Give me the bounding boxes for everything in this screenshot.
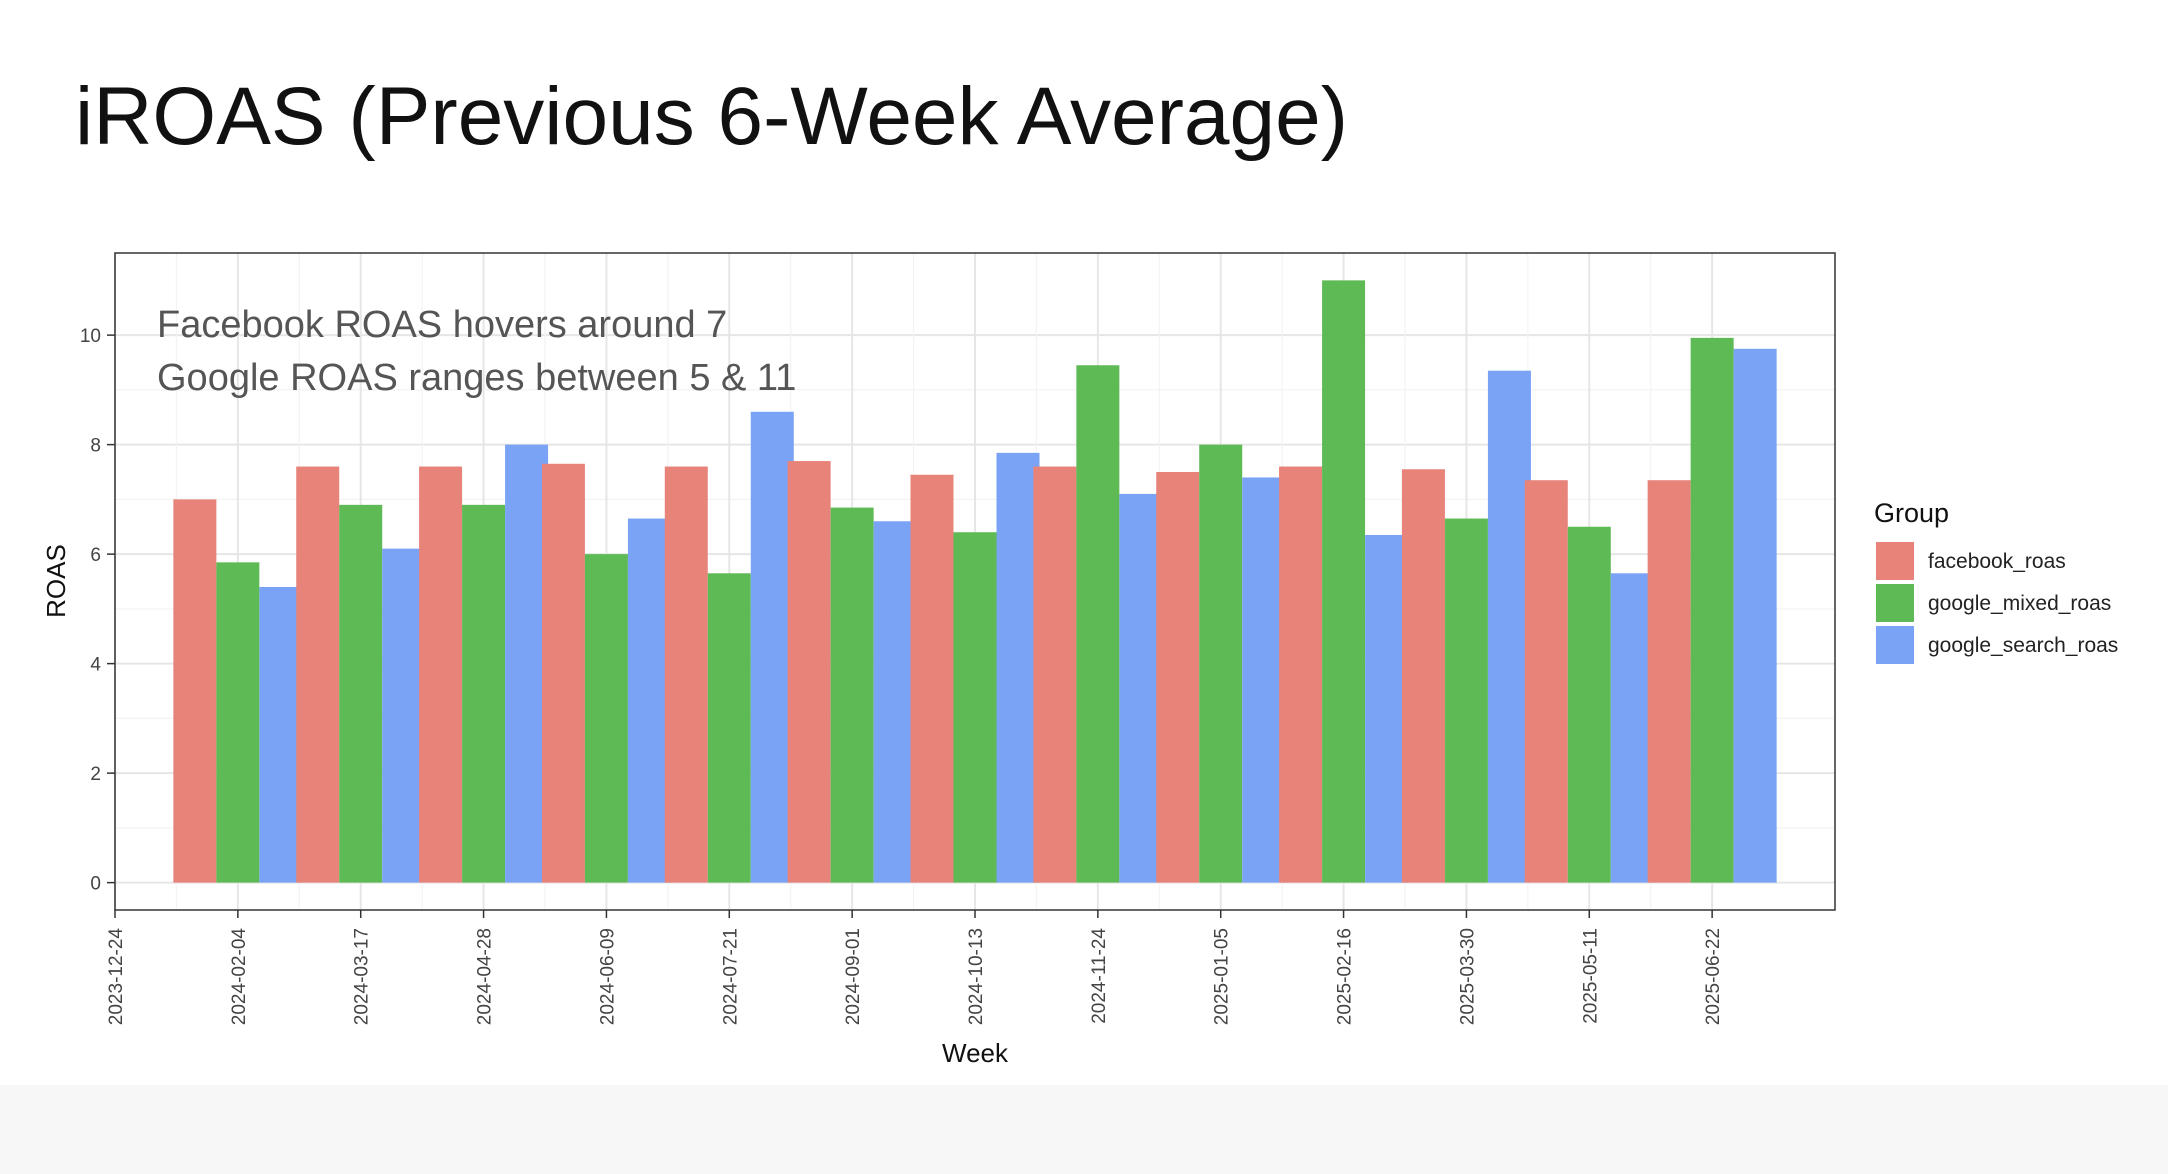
bar-google_mixed_roas: [1567, 526, 1611, 883]
bar-google_mixed_roas: [1199, 444, 1243, 883]
legend-title: Group: [1874, 498, 1949, 528]
bars: [173, 280, 1777, 883]
y-tick-label: 8: [90, 436, 101, 457]
x-tick-label: 2025-06-22: [1703, 928, 1724, 1025]
bar-facebook_roas: [296, 466, 340, 883]
annotation-line-1: Facebook ROAS hovers around 7: [157, 304, 727, 346]
bar-google_mixed_roas: [1322, 280, 1366, 883]
bar-google_mixed_roas: [1076, 365, 1120, 883]
x-axis-title: Week: [942, 1038, 1009, 1068]
annotation-line-2: Google ROAS ranges between 5 & 11: [157, 357, 796, 399]
legend-key-google_search_roas: [1876, 626, 1914, 664]
bar-google_search_roas: [1365, 534, 1409, 883]
bar-google_mixed_roas: [707, 573, 751, 883]
x-tick-label: 2025-01-05: [1212, 928, 1233, 1025]
bar-google_search_roas: [1119, 493, 1163, 883]
bar-google_search_roas: [1487, 370, 1531, 883]
bar-google_mixed_roas: [462, 504, 506, 883]
bar-google_search_roas: [750, 411, 794, 883]
legend-label: facebook_roas: [1928, 550, 2066, 573]
x-tick-label: 2024-02-04: [229, 928, 250, 1026]
bar-google_search_roas: [1242, 477, 1286, 883]
slide-bottom-band: [0, 1085, 2168, 1174]
y-tick-label: 0: [90, 874, 101, 895]
bar-facebook_roas: [1647, 480, 1691, 883]
x-tick-label: 2024-11-24: [1089, 928, 1110, 1024]
legend-label: google_mixed_roas: [1928, 592, 2111, 615]
y-tick-label: 10: [80, 326, 101, 347]
x-tick-label: 2024-07-21: [720, 928, 741, 1025]
y-axis: 0 2 4 6 8 10: [80, 326, 115, 895]
bar-facebook_roas: [173, 499, 217, 883]
x-axis: 2023-12-24 2024-02-04 2024-03-17 2024-04-28…: [106, 910, 1724, 1025]
bar-google_mixed_roas: [1444, 518, 1488, 883]
x-tick-label: 2024-04-28: [475, 928, 496, 1025]
x-tick-label: 2025-05-11: [1580, 928, 1601, 1024]
bar-facebook_roas: [1524, 480, 1568, 883]
bar-facebook_roas: [664, 466, 708, 883]
bar-google_mixed_roas: [584, 554, 628, 883]
bar-facebook_roas: [541, 463, 585, 883]
bar-google_search_roas: [627, 518, 671, 883]
x-tick-label: 2024-10-13: [966, 928, 987, 1025]
x-tick-label: 2023-12-24: [106, 928, 127, 1026]
bar-facebook_roas: [1401, 469, 1445, 883]
legend-key-google_mixed_roas: [1876, 584, 1914, 622]
x-tick-label: 2024-03-17: [352, 928, 373, 1025]
bar-google_mixed_roas: [339, 504, 383, 883]
bar-google_mixed_roas: [216, 562, 260, 883]
bar-google_search_roas: [1733, 348, 1777, 883]
y-axis-title: ROAS: [41, 544, 71, 618]
bar-facebook_roas: [1279, 466, 1323, 883]
y-tick-label: 4: [90, 655, 101, 676]
y-tick-label: 6: [90, 545, 101, 566]
x-tick-label: 2024-06-09: [597, 928, 618, 1025]
legend-key-facebook_roas: [1876, 542, 1914, 580]
bar-facebook_roas: [1033, 466, 1077, 883]
y-tick-label: 2: [90, 764, 101, 785]
bar-google_search_roas: [1610, 573, 1654, 883]
x-tick-label: 2025-03-30: [1457, 928, 1478, 1025]
x-tick-label: 2024-09-01: [843, 928, 864, 1025]
x-tick-label: 2025-02-16: [1335, 928, 1356, 1025]
bar-google_mixed_roas: [953, 532, 997, 883]
bar-google_mixed_roas: [1690, 337, 1734, 883]
bar-google_mixed_roas: [830, 507, 874, 883]
bar-google_search_roas: [996, 452, 1040, 883]
bar-google_search_roas: [505, 444, 549, 883]
legend: Group facebook_roas google_mixed_roasgoog…: [1874, 498, 2118, 664]
legend-label: google_search_roas: [1928, 634, 2118, 657]
bar-google_search_roas: [259, 586, 303, 883]
bar-facebook_roas: [1156, 472, 1200, 883]
bar-facebook_roas: [910, 474, 954, 883]
bar-google_search_roas: [873, 521, 917, 883]
slide-title: iROAS (Previous 6-Week Average): [75, 71, 1349, 162]
bar-facebook_roas: [419, 466, 463, 883]
bar-facebook_roas: [787, 461, 831, 883]
bar-google_search_roas: [382, 548, 426, 883]
